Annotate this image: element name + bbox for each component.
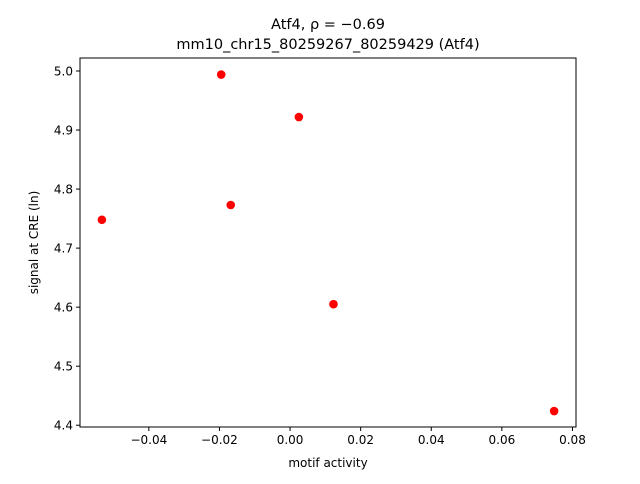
data-point — [97, 215, 107, 225]
x-tick-label: 0.06 — [489, 433, 516, 447]
y-axis-ticks: 4.4 4.5 4.6 4.7 4.8 4.9 5.0 — [54, 64, 80, 433]
y-tick-label: 4.5 — [54, 360, 73, 374]
chart-subtitle: mm10_chr15_80259267_80259429 (Atf4) — [176, 37, 479, 53]
x-tick-label: 0.00 — [277, 433, 304, 447]
y-tick-label: 4.4 — [54, 419, 73, 433]
y-tick-label: 5.0 — [54, 64, 73, 78]
y-tick-label: 4.9 — [54, 124, 73, 138]
y-tick-label: 4.6 — [54, 301, 73, 315]
plot-frame — [79, 57, 577, 428]
data-point — [294, 112, 304, 122]
data-point — [216, 70, 226, 79]
data-points — [97, 70, 559, 416]
data-point — [226, 200, 236, 210]
data-point — [549, 406, 559, 416]
x-tick-label: −0.04 — [130, 433, 167, 447]
x-tick-label: 0.02 — [347, 433, 374, 447]
data-point — [329, 299, 338, 309]
y-tick-label: 4.7 — [54, 242, 73, 256]
x-tick-label: 0.08 — [559, 433, 586, 447]
x-tick-label: 0.04 — [418, 433, 445, 447]
chart-title: Atf4, ρ = −0.69 — [271, 17, 385, 33]
y-axis-label: signal at CRE (ln) — [27, 191, 41, 295]
x-tick-label: −0.02 — [201, 433, 238, 447]
y-tick-label: 4.8 — [54, 183, 73, 197]
x-axis-label: motif activity — [288, 456, 367, 470]
x-axis-ticks: −0.04 −0.02 0.00 0.02 0.04 0.06 0.08 — [130, 427, 586, 447]
